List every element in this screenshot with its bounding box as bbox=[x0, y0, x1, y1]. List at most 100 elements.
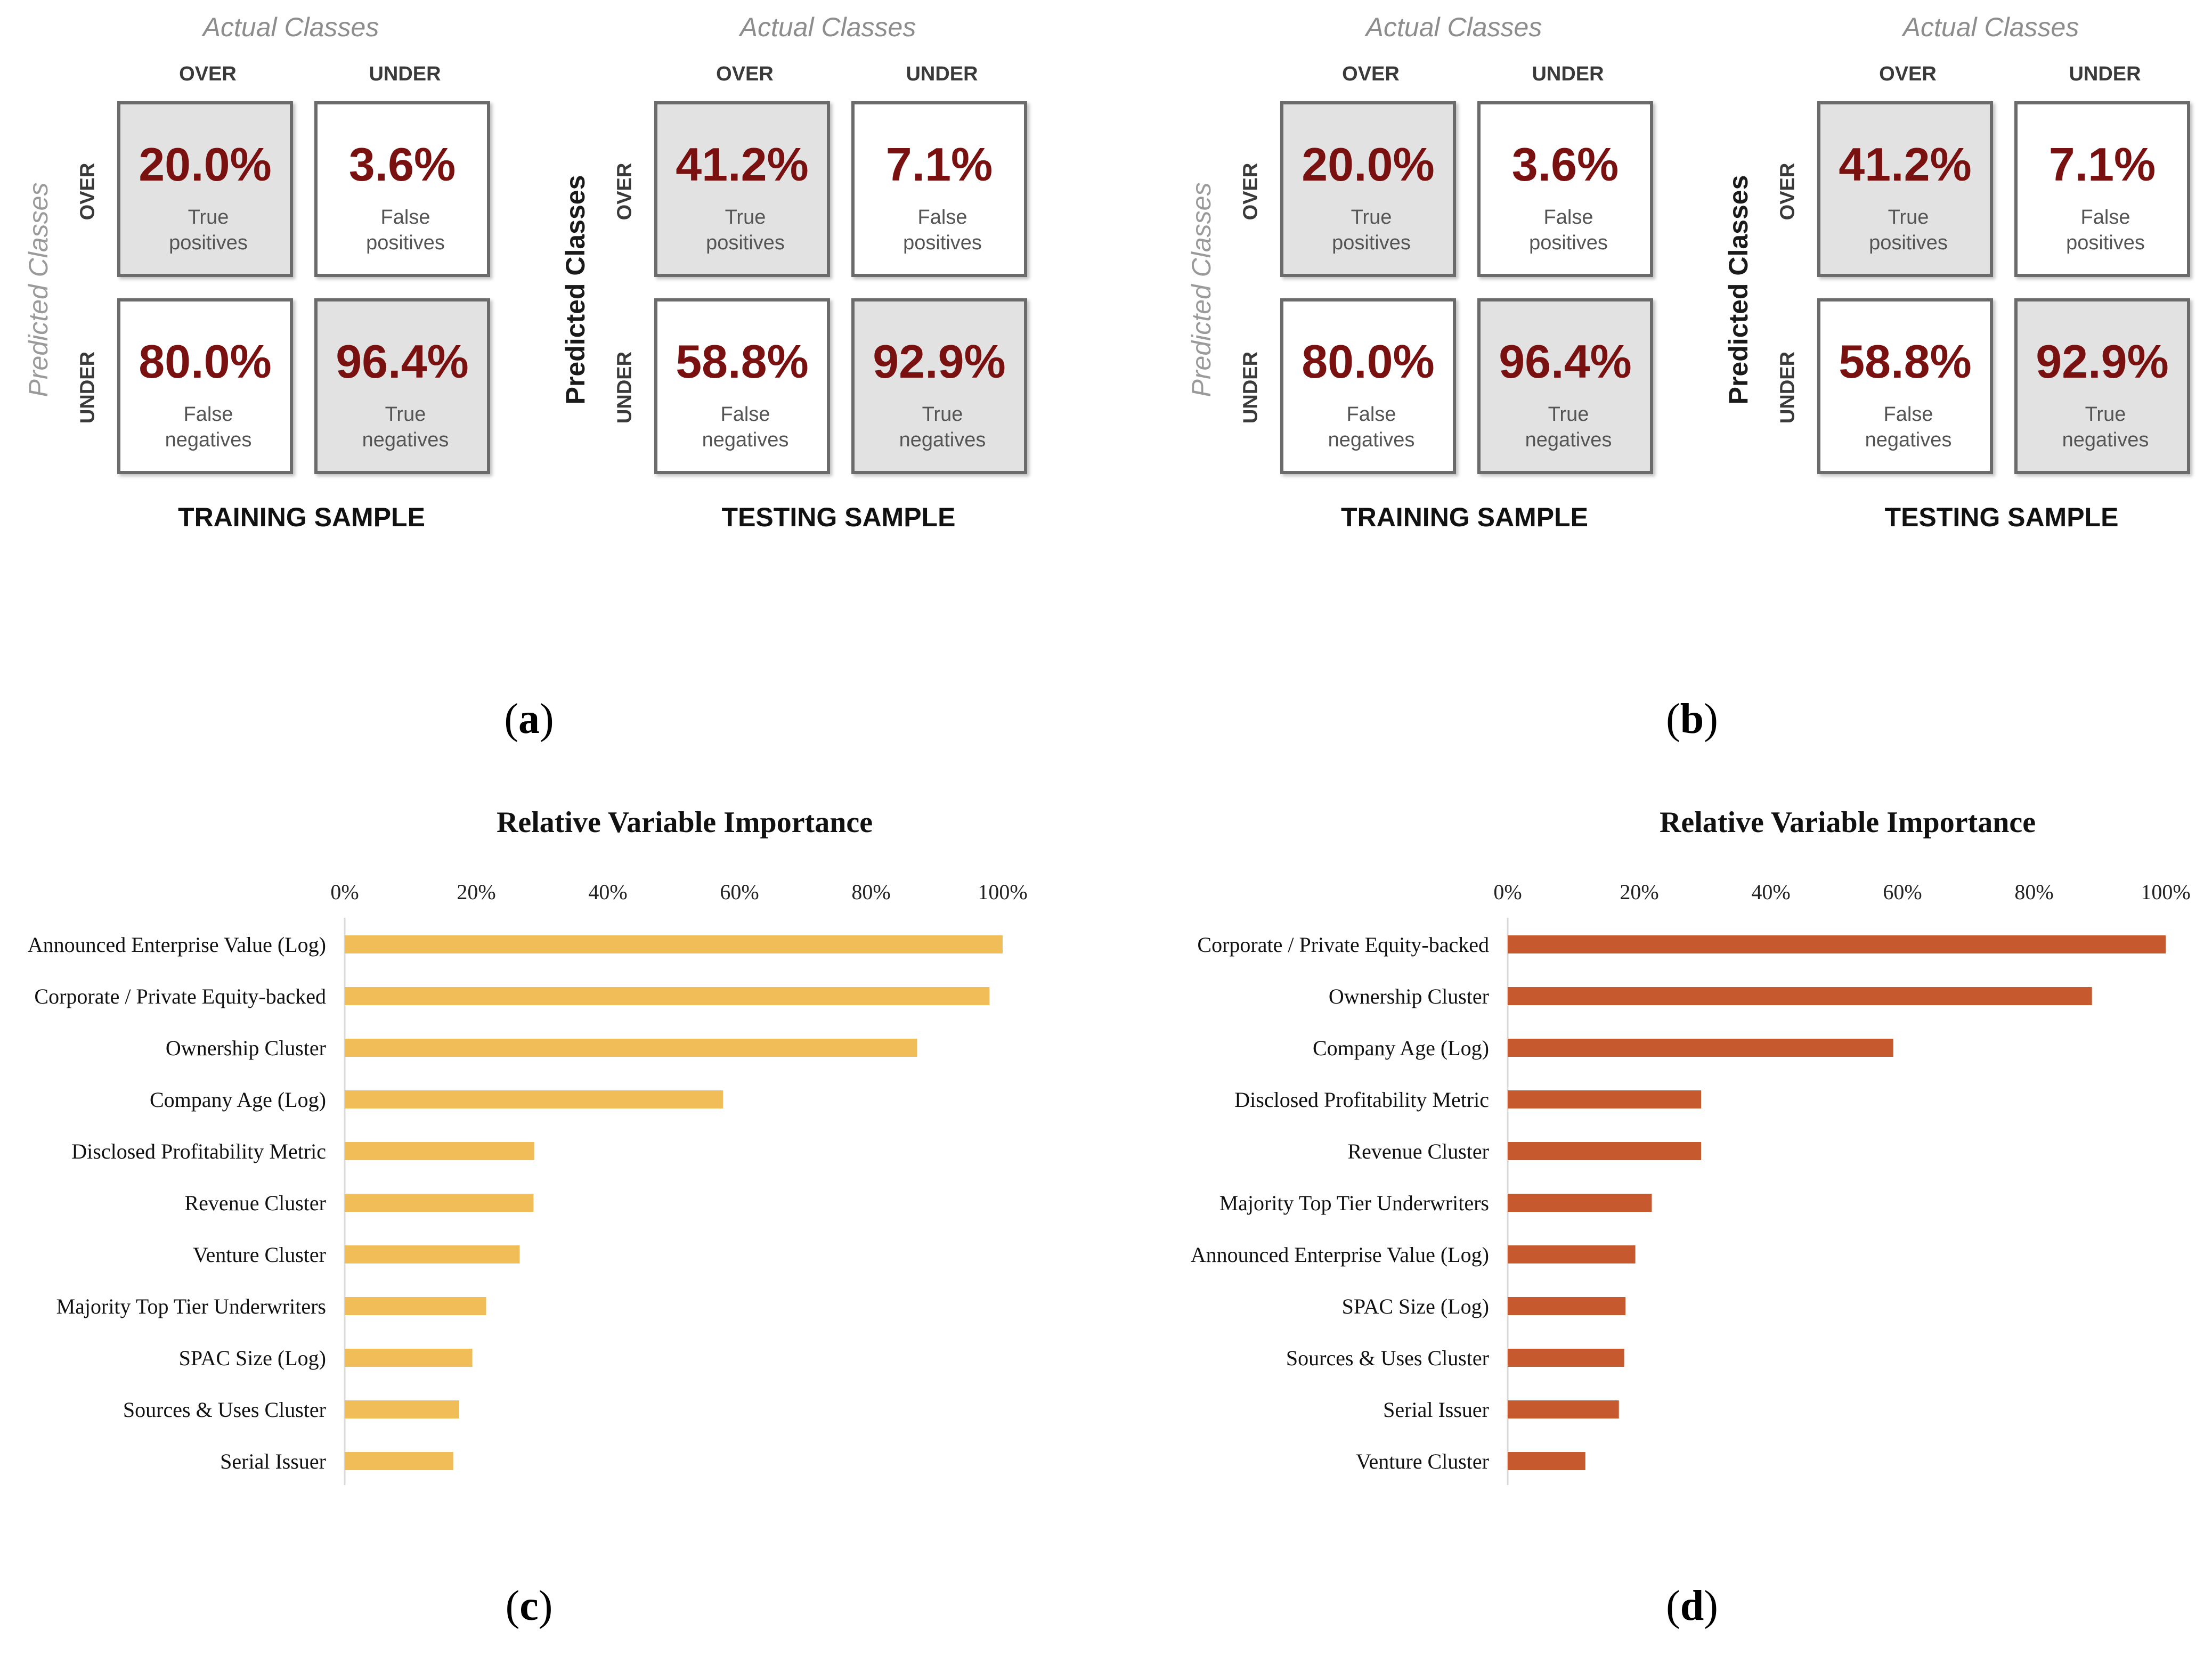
cell-tn: 92.9% True negatives bbox=[851, 298, 1027, 474]
cell-fn-line1: False bbox=[1346, 403, 1396, 426]
bar bbox=[1508, 1039, 1893, 1057]
cell-tp-percent: 20.0% bbox=[139, 138, 272, 191]
category-label: Venture Cluster bbox=[1356, 1449, 1489, 1473]
cell-fn-line2: negatives bbox=[165, 429, 252, 451]
x-tick-label: 80% bbox=[2014, 880, 2053, 904]
x-tick-label: 60% bbox=[720, 880, 759, 904]
col-header-over: OVER bbox=[716, 63, 774, 85]
bar bbox=[345, 1452, 453, 1470]
bar bbox=[1508, 987, 2092, 1005]
category-label: Ownership Cluster bbox=[166, 1036, 326, 1060]
bar bbox=[1508, 1452, 1585, 1470]
cell-tp-percent: 41.2% bbox=[676, 138, 809, 191]
bar bbox=[1508, 1090, 1702, 1108]
category-label: Revenue Cluster bbox=[1348, 1139, 1490, 1163]
cell-fp-line2: positives bbox=[903, 232, 982, 254]
cell-tn-description: True negatives bbox=[339, 402, 472, 453]
cell-tp-line1: True bbox=[1888, 206, 1929, 229]
panel-letter-b: (b) bbox=[1666, 696, 1718, 743]
testing-matrix-a: Actual Classes OVER UNDER Predicted Classes… bbox=[537, 0, 1075, 559]
training-matrix-b: Actual Classes OVER UNDER Predicted Classes… bbox=[1163, 0, 1701, 559]
category-label: Serial Issuer bbox=[1383, 1398, 1489, 1422]
bar bbox=[345, 1090, 723, 1108]
col-header-under: UNDER bbox=[2069, 63, 2141, 85]
cell-tp-description: True positives bbox=[679, 205, 812, 256]
cell-fn-line2: negatives bbox=[1865, 429, 1952, 451]
cell-fn-description: False negatives bbox=[679, 402, 812, 453]
cell-fn-percent: 80.0% bbox=[1302, 335, 1435, 388]
col-header-under: UNDER bbox=[369, 63, 441, 85]
row-header-under: UNDER bbox=[1239, 351, 1262, 424]
bar bbox=[345, 987, 990, 1005]
x-tick-label: 80% bbox=[851, 880, 890, 904]
cell-fp: 7.1% False positives bbox=[851, 101, 1027, 277]
importance-chart-c: Relative Variable Importance 0% 20% 40% 60% 8… bbox=[28, 806, 1028, 1485]
cell-tn-line1: True bbox=[2085, 403, 2126, 426]
category-label: Disclosed Profitability Metric bbox=[71, 1139, 326, 1163]
x-tick-label: 100% bbox=[978, 880, 1027, 904]
cell-tn-percent: 92.9% bbox=[2036, 335, 2169, 388]
cell-fp-description: False positives bbox=[1502, 205, 1635, 256]
row-header-under: UNDER bbox=[1776, 351, 1799, 424]
x-tick-label: 0% bbox=[1493, 880, 1522, 904]
bar bbox=[1508, 1400, 1619, 1418]
cell-fp-description: False positives bbox=[339, 205, 472, 256]
actual-classes-label: Actual Classes bbox=[202, 12, 379, 42]
cell-tn-description: True negatives bbox=[876, 402, 1009, 453]
cell-tp-line1: True bbox=[725, 206, 766, 229]
cell-tp-percent: 20.0% bbox=[1302, 138, 1435, 191]
cell-fn-line1: False bbox=[720, 403, 770, 426]
cell-tn-percent: 96.4% bbox=[1499, 335, 1632, 388]
cell-tn: 96.4% True negatives bbox=[314, 298, 490, 474]
bar bbox=[345, 935, 1003, 953]
bar bbox=[1508, 1297, 1626, 1315]
x-tick-label: 100% bbox=[2141, 880, 2190, 904]
cell-tp-line1: True bbox=[1351, 206, 1392, 229]
panel-letter-a: (a) bbox=[504, 696, 554, 743]
cell-fp: 3.6% False positives bbox=[1477, 101, 1653, 277]
cell-fn-line2: negatives bbox=[702, 429, 789, 451]
cell-tn-percent: 92.9% bbox=[873, 335, 1006, 388]
panel-letter-c: (c) bbox=[505, 1583, 553, 1629]
cell-fn: 58.8% False negatives bbox=[654, 298, 830, 474]
category-label: Corporate / Private Equity-backed bbox=[34, 984, 326, 1008]
actual-classes-label: Actual Classes bbox=[739, 12, 916, 42]
bar bbox=[345, 1400, 459, 1418]
row-header-over: OVER bbox=[1239, 162, 1262, 221]
col-header-over: OVER bbox=[179, 63, 237, 85]
category-label: Majority Top Tier Underwriters bbox=[56, 1294, 326, 1318]
x-tick-label: 40% bbox=[1751, 880, 1790, 904]
row-header-under: UNDER bbox=[76, 351, 99, 424]
sample-label: TESTING SAMPLE bbox=[1884, 502, 2119, 532]
cell-tn-line1: True bbox=[385, 403, 426, 426]
col-header-over: OVER bbox=[1342, 63, 1400, 85]
cell-fp-line2: positives bbox=[2066, 232, 2145, 254]
importance-chart-d: Relative Variable Importance 0% 20% 40% 60% 8… bbox=[1191, 806, 2191, 1485]
actual-classes-label: Actual Classes bbox=[1902, 12, 2079, 42]
cell-tp-line2: positives bbox=[1869, 232, 1948, 254]
testing-matrix-b: Actual Classes OVER UNDER Predicted Classes… bbox=[1700, 0, 2212, 559]
cell-tp-percent: 41.2% bbox=[1839, 138, 1972, 191]
cell-tn-percent: 96.4% bbox=[336, 335, 469, 388]
x-tick-label: 40% bbox=[588, 880, 627, 904]
row-header-over: OVER bbox=[613, 162, 636, 221]
cell-fn: 58.8% False negatives bbox=[1817, 298, 1993, 474]
row-header-over: OVER bbox=[76, 162, 99, 221]
cell-fp-line1: False bbox=[917, 206, 967, 229]
category-label: Sources & Uses Cluster bbox=[123, 1398, 326, 1422]
category-label: Announced Enterprise Value (Log) bbox=[1191, 1243, 1489, 1267]
category-label: Majority Top Tier Underwriters bbox=[1219, 1191, 1489, 1215]
category-label: Disclosed Profitability Metric bbox=[1234, 1088, 1489, 1112]
cell-fn-line1: False bbox=[1883, 403, 1933, 426]
sample-label: TRAINING SAMPLE bbox=[1341, 502, 1588, 532]
chart-title: Relative Variable Importance bbox=[497, 806, 873, 839]
cell-tn-line2: negatives bbox=[899, 429, 986, 451]
bar bbox=[345, 1349, 473, 1367]
cell-fp-line2: positives bbox=[366, 232, 445, 254]
cell-fp-percent: 7.1% bbox=[2048, 138, 2156, 191]
predicted-classes-label: Predicted Classes bbox=[560, 175, 590, 405]
col-header-under: UNDER bbox=[1532, 63, 1604, 85]
cell-tp-description: True positives bbox=[1305, 205, 1438, 256]
cell-fn: 80.0% False negatives bbox=[1280, 298, 1456, 474]
x-tick-label: 60% bbox=[1883, 880, 1922, 904]
